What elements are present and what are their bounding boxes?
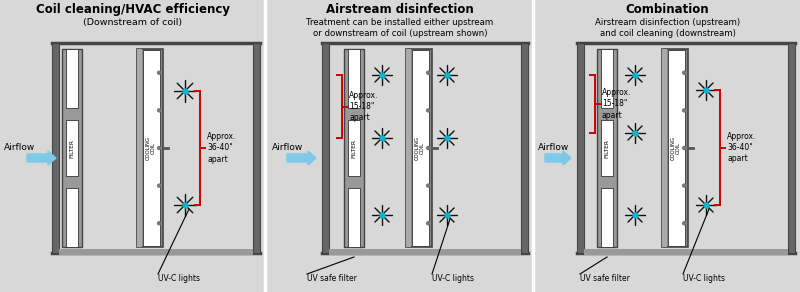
Circle shape — [682, 184, 686, 187]
Bar — [662, 49, 666, 247]
Text: COOLING
COIL: COOLING COIL — [146, 136, 156, 160]
Bar — [584, 249, 788, 255]
FancyArrow shape — [545, 151, 571, 165]
Bar — [137, 49, 163, 247]
Bar — [62, 49, 82, 247]
Bar — [577, 43, 584, 253]
Bar — [662, 49, 688, 247]
Bar — [412, 50, 430, 246]
Circle shape — [158, 147, 161, 150]
Text: FILTER: FILTER — [351, 138, 357, 157]
Text: UV-C lights: UV-C lights — [158, 274, 200, 283]
Bar — [0, 0, 265, 292]
Bar — [59, 249, 253, 255]
Text: Airflow: Airflow — [272, 143, 303, 152]
Circle shape — [426, 147, 430, 150]
Text: Airflow: Airflow — [4, 143, 35, 152]
Bar — [521, 43, 528, 253]
Text: Airflow: Airflow — [538, 143, 570, 152]
Circle shape — [158, 109, 161, 112]
Circle shape — [682, 222, 686, 225]
Bar — [66, 187, 78, 247]
Bar — [406, 49, 410, 247]
Text: Airstream disinfection (upstream)
and coil cleaning (downstream): Airstream disinfection (upstream) and co… — [595, 18, 740, 38]
Circle shape — [158, 184, 161, 187]
Bar — [322, 43, 329, 253]
Bar — [601, 49, 614, 108]
Text: UV-C lights: UV-C lights — [432, 274, 474, 283]
Bar — [597, 49, 617, 247]
Text: Coil cleaning/HVAC efficiency: Coil cleaning/HVAC efficiency — [35, 3, 230, 16]
Bar — [66, 120, 78, 176]
Bar — [668, 50, 686, 246]
Circle shape — [158, 222, 161, 225]
Bar — [253, 43, 260, 253]
Text: (Downstream of coil): (Downstream of coil) — [83, 18, 182, 27]
Bar — [601, 120, 614, 176]
Bar — [348, 120, 361, 176]
Text: Treatment can be installed either upstream
or downstream of coil (upstream shown: Treatment can be installed either upstre… — [306, 18, 494, 38]
Text: Combination: Combination — [626, 3, 710, 16]
Text: Approx.
15-18"
apart: Approx. 15-18" apart — [602, 88, 631, 120]
Bar — [66, 49, 78, 108]
Circle shape — [682, 147, 686, 150]
FancyArrow shape — [27, 151, 56, 165]
Text: COOLING
COIL: COOLING COIL — [415, 136, 426, 160]
Text: Approx.
36-40"
apart: Approx. 36-40" apart — [727, 132, 756, 163]
Text: UV-C lights: UV-C lights — [683, 274, 725, 283]
Circle shape — [426, 71, 430, 74]
FancyArrow shape — [287, 151, 316, 165]
Text: COOLING
COIL: COOLING COIL — [670, 136, 682, 160]
Bar — [406, 49, 432, 247]
Bar — [601, 187, 614, 247]
Text: FILTER: FILTER — [70, 138, 74, 157]
Bar — [348, 187, 361, 247]
Bar — [137, 49, 142, 247]
Circle shape — [426, 184, 430, 187]
Circle shape — [426, 222, 430, 225]
Bar — [788, 43, 795, 253]
Text: UV safe filter: UV safe filter — [580, 274, 630, 283]
Bar — [348, 49, 361, 108]
Bar — [142, 50, 160, 246]
Bar — [344, 49, 364, 247]
Text: Airstream disinfection: Airstream disinfection — [326, 3, 474, 16]
Circle shape — [682, 71, 686, 74]
Bar — [329, 249, 521, 255]
Bar — [535, 0, 800, 292]
Circle shape — [158, 71, 161, 74]
Circle shape — [426, 109, 430, 112]
Text: FILTER: FILTER — [605, 138, 610, 157]
Text: UV safe filter: UV safe filter — [307, 274, 357, 283]
Bar — [52, 43, 59, 253]
Bar — [267, 0, 533, 292]
Text: Approx.
36-40"
apart: Approx. 36-40" apart — [207, 132, 236, 164]
Circle shape — [682, 109, 686, 112]
Text: Approx.
15-18"
apart: Approx. 15-18" apart — [349, 91, 378, 122]
